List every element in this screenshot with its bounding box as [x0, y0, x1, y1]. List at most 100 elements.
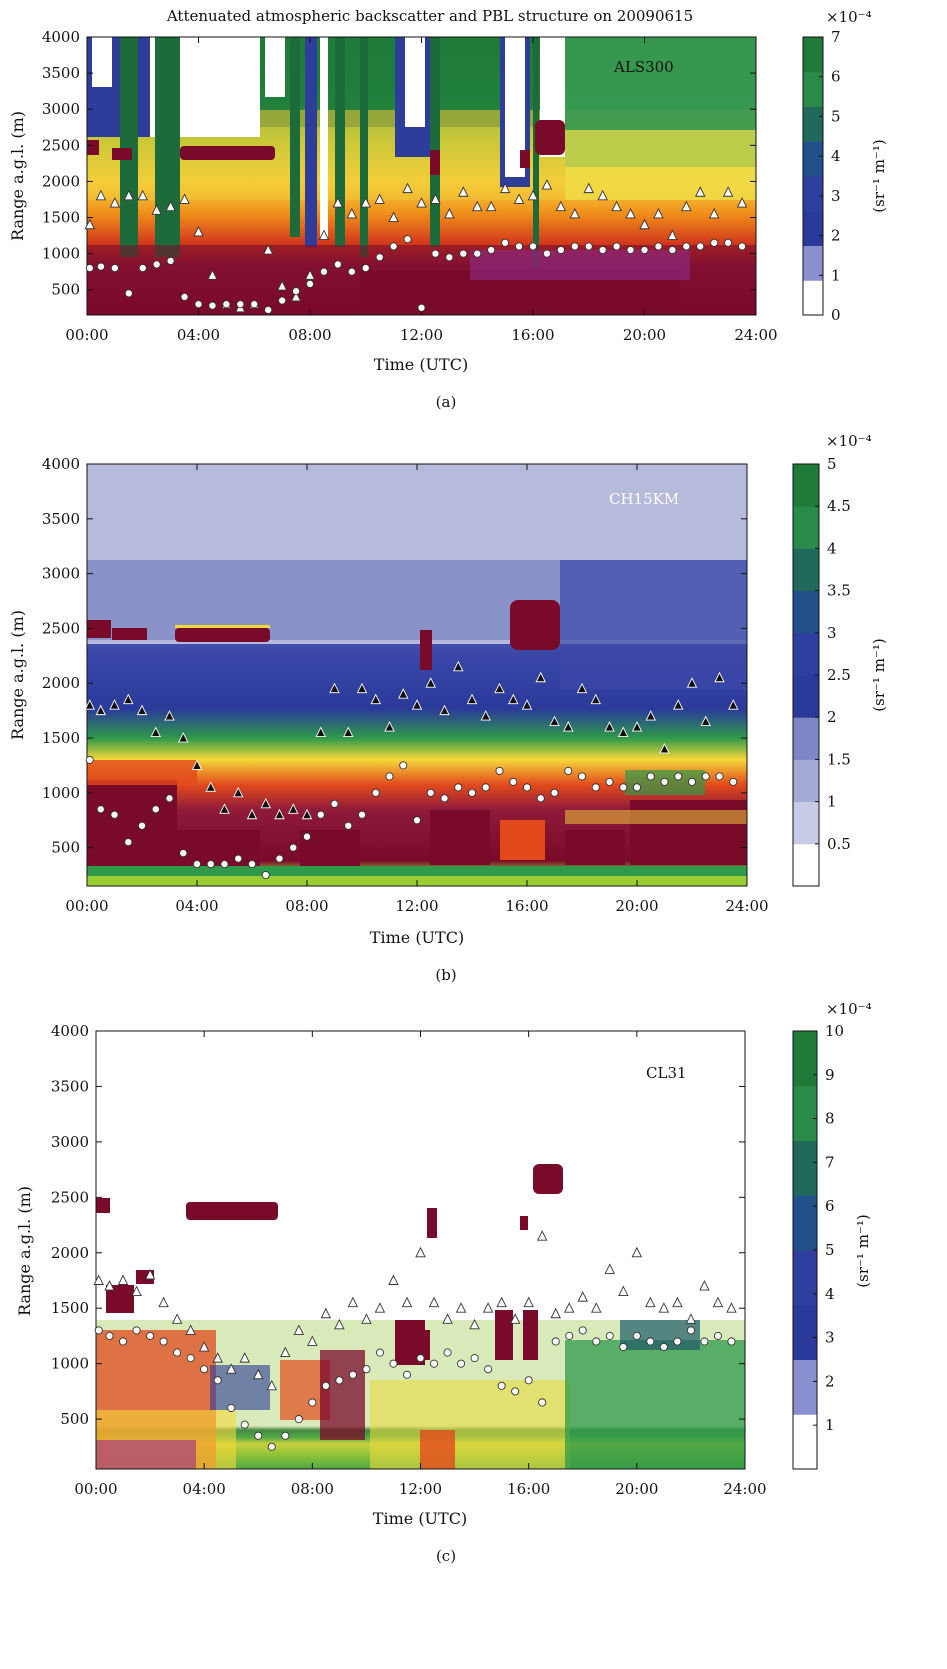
colorbar-segment	[803, 280, 823, 316]
pbl-triangle-marker	[521, 699, 533, 710]
pbl-circle-marker	[254, 1431, 263, 1440]
panel-b-pbl-markers	[84, 660, 739, 880]
y-tick-label: 3000	[42, 100, 80, 118]
pbl-triangle-marker	[499, 182, 511, 194]
panel-a-xlabel: Time (UTC)	[374, 355, 468, 374]
pbl-triangle-marker	[374, 193, 385, 204]
pbl-circle-marker	[696, 242, 705, 251]
y-tick-label: 3000	[51, 1133, 89, 1151]
y-tick-label: 3500	[42, 510, 80, 528]
pbl-triangle-marker	[384, 721, 395, 732]
pbl-triangle-marker	[402, 182, 413, 194]
pbl-circle-marker	[348, 1370, 357, 1379]
pbl-triangle-marker	[576, 682, 588, 694]
pbl-triangle-marker	[736, 197, 748, 208]
pbl-triangle-marker	[398, 688, 409, 699]
y-tick-label: 1000	[42, 245, 80, 263]
colorbar-tick-label: 3	[825, 1329, 835, 1347]
x-tick-label: 00:00	[74, 1480, 117, 1498]
pbl-circle-marker	[361, 264, 370, 273]
colorbar-segment	[793, 1085, 817, 1141]
pbl-circle-marker	[85, 264, 94, 273]
pbl-triangle-marker	[513, 193, 525, 204]
colorbar-tick-label: 10	[825, 1022, 844, 1040]
pbl-circle-marker	[146, 1331, 155, 1340]
pbl-triangle-marker	[708, 207, 720, 219]
panel-a-pbl-markers	[84, 179, 748, 314]
pbl-circle-marker	[261, 870, 270, 880]
pbl-triangle-marker	[347, 1296, 359, 1308]
pbl-circle-marker	[335, 1376, 344, 1385]
colorbar-tick-label: 2	[831, 227, 841, 245]
pbl-triangle-marker	[667, 229, 678, 241]
pbl-triangle-marker	[178, 732, 189, 743]
pbl-circle-marker	[152, 260, 161, 269]
panel-a-axes: 00:00 04:00 08:00 12:00 16:00 20:00 24:00 500 10…	[42, 28, 778, 344]
pbl-circle-marker	[151, 805, 160, 814]
panel-c-instrument-label: CL31	[646, 1064, 687, 1082]
pbl-triangle-marker	[645, 1296, 656, 1308]
pbl-circle-marker	[166, 256, 175, 265]
pbl-triangle-marker	[472, 200, 483, 212]
pbl-circle-marker	[501, 238, 510, 247]
y-tick-label: 1000	[51, 1355, 89, 1373]
pbl-triangle-marker	[370, 693, 381, 705]
pbl-triangle-marker	[482, 1302, 494, 1313]
panel-c-pbl-markers	[93, 1230, 737, 1451]
pbl-triangle-marker	[728, 699, 739, 710]
pbl-triangle-marker	[653, 207, 664, 219]
colorbar-segment	[803, 176, 823, 212]
colorbar-tick-label: 5	[825, 1241, 835, 1259]
pbl-circle-marker	[236, 300, 245, 309]
pbl-triangle-marker	[631, 1246, 643, 1258]
pbl-circle-marker	[375, 253, 384, 262]
pbl-triangle-marker	[131, 1285, 142, 1297]
pbl-triangle-marker	[205, 781, 216, 792]
pbl-circle-marker	[632, 1331, 641, 1340]
x-tick-label: 24:00	[725, 897, 768, 915]
colorbar-tick-label: 1	[825, 1416, 835, 1434]
pbl-triangle-marker	[401, 1296, 413, 1308]
colorbar-tick-label: 7	[825, 1153, 835, 1171]
panel-b-ylabel: Range a.g.l. (m)	[8, 610, 27, 740]
pbl-circle-marker	[385, 772, 394, 781]
pbl-triangle-marker	[290, 290, 302, 302]
x-tick-label: 12:00	[399, 1480, 442, 1498]
panel-b-instrument-label: CH15KM	[609, 490, 679, 508]
pbl-circle-marker	[305, 279, 315, 289]
colorbar-segment	[803, 245, 823, 281]
pbl-circle-marker	[292, 287, 301, 296]
y-tick-label: 2000	[51, 1244, 89, 1262]
pbl-circle-marker	[536, 794, 545, 803]
colorbar-tick-label: 3	[831, 187, 841, 205]
pbl-triangle-marker	[604, 1263, 616, 1274]
pbl-triangle-marker	[171, 1313, 183, 1324]
pbl-circle-marker	[347, 267, 356, 276]
pbl-circle-marker	[94, 1326, 103, 1335]
pbl-triangle-marker	[550, 1307, 561, 1319]
colorbar-tick-label: 1	[827, 793, 837, 811]
y-tick-label: 4000	[42, 28, 80, 46]
pbl-triangle-marker	[618, 1285, 629, 1297]
pbl-circle-marker	[222, 300, 231, 309]
pbl-triangle-marker	[496, 1296, 507, 1308]
colorbar-segment	[793, 548, 819, 592]
pbl-circle-marker	[431, 249, 440, 258]
pbl-triangle-marker	[444, 207, 455, 219]
pbl-circle-marker	[137, 821, 147, 830]
pbl-circle-marker	[668, 245, 677, 255]
pbl-circle-marker	[159, 1337, 168, 1346]
pbl-triangle-marker	[356, 682, 368, 694]
panel-b-colorbar-label: (sr⁻¹ m⁻¹)	[870, 638, 888, 711]
pbl-triangle-marker	[453, 660, 464, 672]
pbl-triangle-marker	[591, 1302, 602, 1313]
pbl-circle-marker	[612, 242, 621, 251]
pbl-triangle-marker	[722, 186, 734, 197]
colorbar-segment	[793, 1140, 817, 1196]
pbl-circle-marker	[454, 783, 463, 792]
x-tick-label: 00:00	[65, 326, 108, 344]
pbl-circle-marker	[375, 1348, 384, 1357]
colorbar-segment	[793, 843, 819, 887]
colorbar-tick-label: 6	[825, 1197, 835, 1215]
